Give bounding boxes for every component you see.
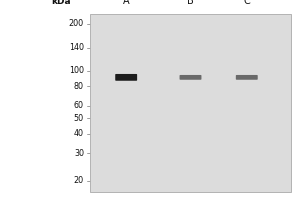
Text: A: A xyxy=(123,0,130,6)
Text: 100: 100 xyxy=(69,66,84,75)
Text: 60: 60 xyxy=(74,101,84,110)
Text: 140: 140 xyxy=(69,43,84,52)
Text: 80: 80 xyxy=(74,82,84,91)
Text: 20: 20 xyxy=(74,176,84,185)
Text: 200: 200 xyxy=(69,19,84,28)
Text: C: C xyxy=(243,0,250,6)
Text: B: B xyxy=(187,0,194,6)
Text: 50: 50 xyxy=(74,114,84,123)
Text: 30: 30 xyxy=(74,149,84,158)
Text: kDa: kDa xyxy=(52,0,71,6)
Text: 40: 40 xyxy=(74,129,84,138)
